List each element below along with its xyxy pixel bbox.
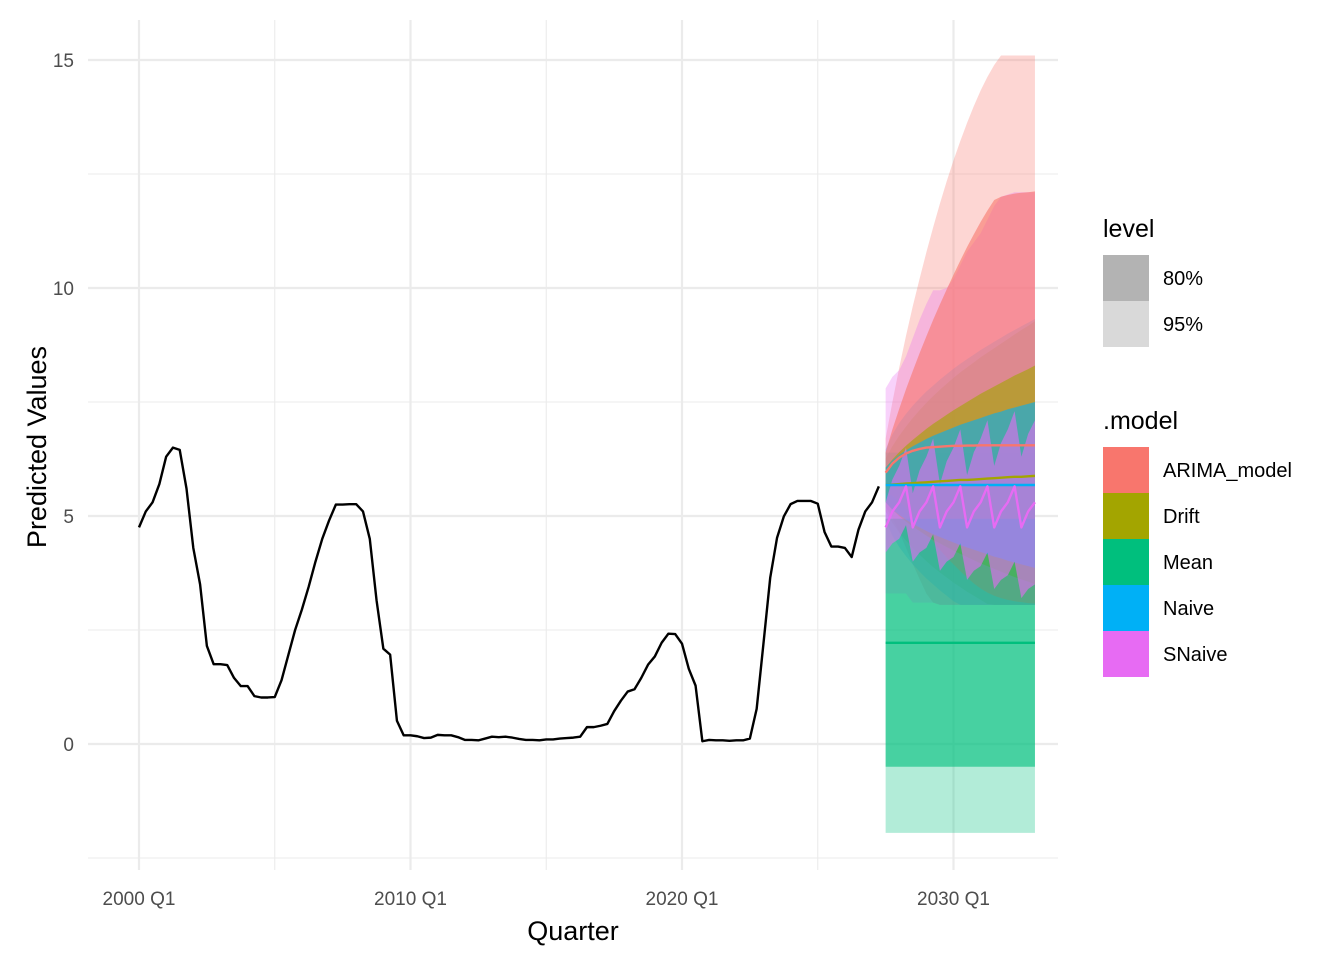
model-legend-label: ARIMA_model — [1163, 460, 1292, 482]
y-tick-label: 15 — [53, 51, 74, 72]
level-legend-key — [1103, 255, 1149, 301]
model-legend-label: Mean — [1163, 552, 1213, 574]
snaive-interval-80 — [885, 411, 1035, 599]
model-legend-key — [1103, 631, 1149, 677]
model-legend-key — [1103, 493, 1149, 539]
snaive-forecast-line — [884, 485, 1036, 529]
y-tick-label: 5 — [63, 507, 74, 528]
drift-forecast-line — [885, 474, 1036, 487]
axis-labels-layer: 2000 Q1 2010 Q1 2020 Q1 2030 Q1 0 5 10 15 — [53, 51, 990, 910]
y-axis-title: Predicted Values — [22, 346, 52, 548]
legend: level 80% 95% .model ARIMA_model Drift Mean Nai… — [1103, 215, 1292, 677]
model-legend-label: Naive — [1163, 598, 1214, 620]
level-legend-label: 95% — [1163, 314, 1203, 336]
model-legend-title: .model — [1103, 407, 1178, 435]
level-legend-title: level — [1103, 215, 1154, 243]
series-line-layer — [137, 444, 1036, 743]
x-tick-label: 2000 Q1 — [103, 889, 176, 910]
history-line — [137, 446, 880, 743]
x-tick-label: 2030 Q1 — [917, 889, 990, 910]
level-legend-key — [1103, 301, 1149, 347]
y-tick-label: 10 — [53, 279, 74, 300]
model-legend-key — [1103, 585, 1149, 631]
model-legend-label: Drift — [1163, 506, 1200, 528]
model-legend-key — [1103, 447, 1149, 493]
arima-model-forecast-line — [884, 444, 1035, 474]
model-legend-label: SNaive — [1163, 644, 1227, 666]
x-tick-label: 2010 Q1 — [374, 889, 447, 910]
x-tick-label: 2020 Q1 — [646, 889, 719, 910]
y-tick-label: 0 — [63, 735, 74, 756]
x-axis-title: Quarter — [527, 916, 619, 946]
level-legend-label: 80% — [1163, 268, 1203, 290]
model-legend-key — [1103, 539, 1149, 585]
